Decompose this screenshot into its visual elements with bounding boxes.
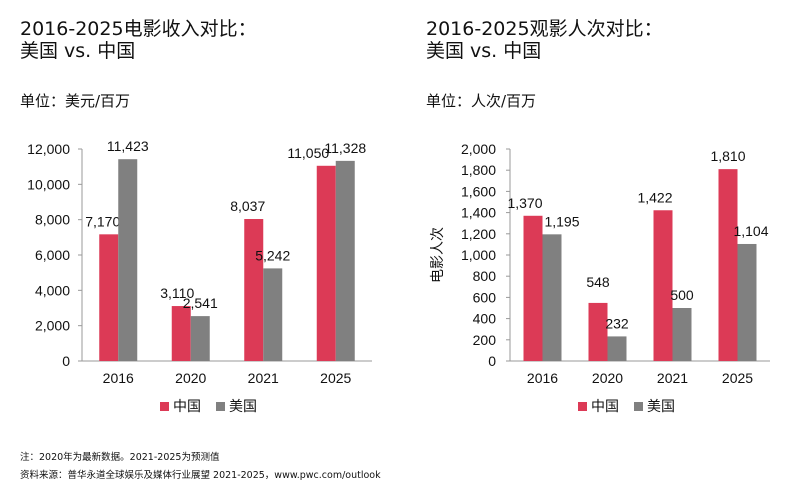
admissions-y-tick-label: 400 bbox=[473, 311, 497, 327]
admissions-legend-swatch bbox=[634, 402, 643, 411]
admissions-legend-swatch bbox=[578, 402, 587, 411]
revenue-legend-swatch bbox=[160, 402, 169, 411]
admissions-y-tick-label: 1,200 bbox=[461, 226, 496, 242]
admissions-legend-label: 美国 bbox=[647, 398, 675, 414]
admissions-data-label: 232 bbox=[605, 315, 629, 331]
admissions-x-tick-label: 2016 bbox=[527, 370, 558, 386]
revenue-x-tick-label: 2020 bbox=[175, 370, 206, 386]
revenue-chart: 0 2,000 4,000 6,000 8,000 10,000 12,000 7,170 11… bbox=[27, 138, 372, 414]
revenue-data-label: 11,328 bbox=[324, 140, 366, 156]
admissions-y-axis-title: 电影人次 bbox=[429, 227, 445, 283]
revenue-chart-title: 2016-2025电影收入对比： 美国 vs. 中国 bbox=[20, 18, 257, 62]
revenue-legend-label: 中国 bbox=[173, 398, 201, 414]
admissions-data-label: 1,195 bbox=[544, 213, 579, 229]
admissions-x-tick-label: 2025 bbox=[722, 370, 753, 386]
revenue-y-tick-label: 4,000 bbox=[35, 282, 70, 298]
revenue-data-label: 8,037 bbox=[230, 198, 265, 214]
admissions-data-label: 1,422 bbox=[637, 189, 672, 205]
revenue-x-tick-label: 2016 bbox=[103, 370, 134, 386]
admissions-data-label: 500 bbox=[670, 287, 694, 303]
admissions-bar-china bbox=[523, 215, 543, 361]
admissions-data-label: 1,810 bbox=[710, 148, 745, 164]
admissions-data-label: 1,104 bbox=[733, 223, 768, 239]
admissions-y-tick-label: 200 bbox=[473, 332, 497, 348]
revenue-y-tick-label: 2,000 bbox=[35, 318, 70, 334]
revenue-data-label: 11,423 bbox=[107, 138, 149, 154]
revenue-bar-usa bbox=[335, 160, 355, 361]
revenue-bar-china bbox=[244, 219, 264, 361]
admissions-data-label: 548 bbox=[586, 274, 610, 290]
revenue-bar-usa bbox=[263, 268, 283, 361]
revenue-bar-usa bbox=[118, 159, 138, 361]
revenue-data-label: 5,242 bbox=[255, 247, 290, 263]
admissions-y-tick-label: 1,000 bbox=[461, 247, 496, 263]
revenue-bar-china bbox=[99, 234, 119, 361]
admissions-bar-usa bbox=[542, 234, 562, 361]
footer-source: 资料来源：普华永道全球娱乐及媒体行业展望 2021-2025，www.pwc.c… bbox=[20, 470, 381, 481]
admissions-y-tick-label: 1,600 bbox=[461, 183, 496, 199]
admissions-y-tick-label: 1,800 bbox=[461, 162, 496, 178]
admissions-y-tick-label: 2,000 bbox=[461, 141, 496, 157]
admissions-bar-usa bbox=[672, 308, 692, 361]
admissions-unit-label: 单位：人次/百万 bbox=[426, 92, 537, 110]
admissions-bar-china bbox=[588, 302, 608, 361]
revenue-y-tick-label: 10,000 bbox=[27, 176, 70, 192]
admissions-x-tick-label: 2021 bbox=[657, 370, 688, 386]
revenue-data-label: 2,541 bbox=[183, 295, 218, 311]
revenue-bar-china bbox=[316, 165, 336, 361]
admissions-data-label: 1,370 bbox=[507, 195, 542, 211]
admissions-bar-china bbox=[653, 210, 673, 361]
admissions-y-tick-label: 600 bbox=[473, 289, 497, 305]
revenue-legend-swatch bbox=[216, 402, 225, 411]
revenue-y-tick-label: 6,000 bbox=[35, 247, 70, 263]
revenue-x-tick-label: 2025 bbox=[320, 370, 351, 386]
admissions-bar-usa bbox=[737, 243, 757, 361]
revenue-data-label: 7,170 bbox=[85, 213, 120, 229]
revenue-y-tick-label: 8,000 bbox=[35, 212, 70, 228]
revenue-y-tick-label: 0 bbox=[62, 353, 70, 369]
admissions-legend-label: 中国 bbox=[591, 398, 619, 414]
admissions-bar-china bbox=[718, 169, 738, 361]
revenue-x-tick-label: 2021 bbox=[248, 370, 279, 386]
admissions-bar-usa bbox=[607, 336, 627, 361]
admissions-y-tick-label: 1,400 bbox=[461, 205, 496, 221]
admissions-y-tick-label: 800 bbox=[473, 268, 497, 284]
admissions-y-tick-label: 0 bbox=[488, 353, 496, 369]
revenue-bar-china bbox=[171, 306, 191, 361]
admissions-chart: 0 200 400 600 800 1,000 1,200 1,400 1,600 1,800 2,… bbox=[429, 141, 770, 414]
revenue-y-tick-label: 12,000 bbox=[27, 141, 70, 157]
revenue-bar-usa bbox=[190, 316, 210, 361]
admissions-chart-title: 2016-2025观影人次对比： 美国 vs. 中国 bbox=[426, 18, 663, 62]
admissions-x-tick-label: 2020 bbox=[592, 370, 623, 386]
footer-note: 注：2020年为最新数据。2021-2025为预测值 bbox=[20, 452, 220, 463]
revenue-data-label: 11,050 bbox=[287, 145, 329, 161]
revenue-legend-label: 美国 bbox=[229, 398, 257, 414]
revenue-data-label: 3,110 bbox=[160, 285, 194, 301]
revenue-unit-label: 单位：美元/百万 bbox=[20, 92, 131, 110]
